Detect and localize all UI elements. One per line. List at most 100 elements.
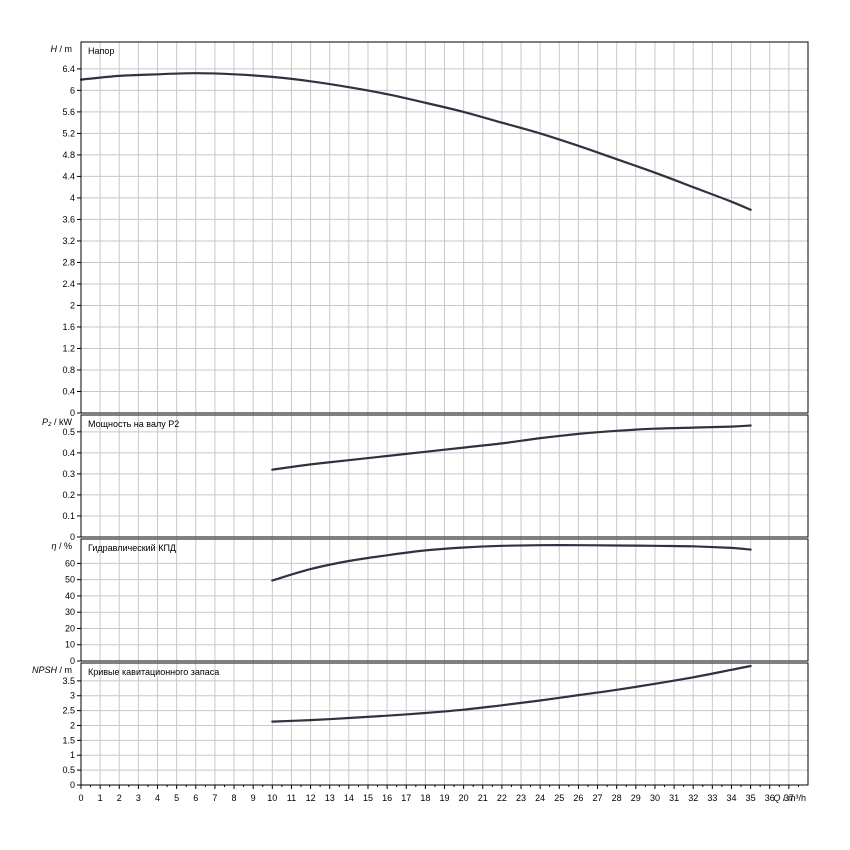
y-tick-label: 3.6 <box>62 214 75 224</box>
y-tick-label: 1.5 <box>62 735 75 745</box>
y-tick-label: 60 <box>65 558 75 568</box>
head-data-point <box>577 144 580 147</box>
y-tick-label: 6 <box>70 85 75 95</box>
panel-frame <box>80 538 809 662</box>
y-tick-label: 5.2 <box>62 128 75 138</box>
x-tick-label: 3 <box>136 793 141 803</box>
x-axis-separator: / <box>780 793 788 803</box>
efficiency-data-point <box>577 544 580 546</box>
y-tick-label: 2.5 <box>62 706 75 716</box>
head-data-point <box>156 73 159 76</box>
head-data-point <box>615 158 618 161</box>
y-tick-label: 4.4 <box>62 171 75 181</box>
y-axis-unit: kW <box>59 417 73 427</box>
x-tick-label: 17 <box>401 793 411 803</box>
power-data-point <box>730 425 733 428</box>
x-tick-label: 5 <box>174 793 179 803</box>
power-data-point <box>749 424 752 427</box>
power-data-point <box>539 437 541 439</box>
efficiency-data-point <box>692 545 695 548</box>
y-axis-label: H / m <box>50 44 72 54</box>
x-tick-label: 6 <box>193 793 198 803</box>
y-tick-label: 20 <box>65 623 75 633</box>
head-data-point <box>692 186 695 188</box>
y-axis-separator: / <box>56 541 64 551</box>
x-tick-label: 26 <box>573 793 583 803</box>
y-axis-label: NPSH / m <box>32 665 72 675</box>
npsh-data-point <box>692 676 695 679</box>
panel-frame <box>80 41 809 414</box>
efficiency-data-point <box>615 544 618 547</box>
y-tick-label: 0 <box>70 408 75 418</box>
panel-title: Гидравлический КПД <box>88 543 176 553</box>
efficiency-data-point <box>462 546 465 549</box>
y-axis-separator: / <box>57 44 65 54</box>
power-data-point <box>271 468 274 471</box>
npsh-data-point <box>539 699 541 702</box>
panel-title: Напор <box>88 46 114 56</box>
x-tick-label: 10 <box>267 793 277 803</box>
efficiency-curve <box>271 544 752 582</box>
y-tick-label: 40 <box>65 591 75 601</box>
x-tick-label: 37 <box>784 793 794 803</box>
y-tick-label: 10 <box>65 640 75 650</box>
efficiency-data-point <box>386 554 388 557</box>
y-axis-unit: m <box>65 44 73 54</box>
power-data-point <box>654 427 656 430</box>
text-layer: 0 0.4 0.8 1.2 1.6 2 2.4 2.8 3.2 3.6 4 4.4 4.8 5.2 5.6 6… <box>32 44 806 803</box>
x-tick-label: 1 <box>98 793 103 803</box>
efficiency-data-point <box>539 544 541 546</box>
x-tick-label: 36 <box>765 793 775 803</box>
x-tick-label: 15 <box>363 793 373 803</box>
x-tick-label: 0 <box>78 793 83 803</box>
y-tick-label: 1.6 <box>62 322 75 332</box>
efficiency-data-point <box>348 560 350 562</box>
power-data-point <box>501 442 503 445</box>
npsh-data-point <box>577 694 580 696</box>
y-tick-label: 3.2 <box>62 236 75 246</box>
x-tick-label: 24 <box>535 793 545 803</box>
head-data-point <box>730 200 733 203</box>
power-data-point <box>348 459 350 462</box>
power-data-point <box>692 426 695 429</box>
curve-layer <box>79 72 752 723</box>
y-axis-unit: % <box>64 541 72 551</box>
panel-title: Кривые кавитационного запаса <box>88 667 219 677</box>
npsh-data-point <box>501 704 503 707</box>
efficiency-data-point <box>309 568 312 570</box>
efficiency-data-point <box>424 549 427 552</box>
head-data-point <box>501 121 503 124</box>
y-tick-label: 0.4 <box>62 386 75 396</box>
panel-frame <box>80 414 809 538</box>
power-curve <box>271 424 752 471</box>
head-data-point <box>539 132 541 135</box>
x-tick-label: 31 <box>669 793 679 803</box>
head-data-point <box>749 208 752 211</box>
x-tick-label: 19 <box>439 793 449 803</box>
power-data-point <box>386 455 388 457</box>
npsh-data-point <box>386 714 388 717</box>
y-axis-name: η <box>51 541 56 551</box>
frame-layer <box>77 41 809 789</box>
efficiency-data-point <box>654 545 656 547</box>
y-axis-unit: m <box>65 665 73 675</box>
x-tick-label: 12 <box>306 793 316 803</box>
x-tick-label: 28 <box>612 793 622 803</box>
y-axis-name: H <box>50 44 57 54</box>
npsh-curve <box>271 664 752 723</box>
x-tick-label: 11 <box>287 793 296 803</box>
npsh-data-point <box>730 669 733 671</box>
npsh-data-point <box>271 720 274 723</box>
x-tick-label: 16 <box>382 793 392 803</box>
x-tick-label: 29 <box>631 793 641 803</box>
head-data-point <box>348 86 350 88</box>
x-axis-name: Q <box>773 793 780 803</box>
head-data-point <box>309 80 312 83</box>
y-tick-label: 3.5 <box>62 676 75 686</box>
y-tick-label: 2.8 <box>62 257 75 267</box>
npsh-data-point <box>749 665 752 667</box>
x-tick-label: 9 <box>251 793 256 803</box>
x-tick-label: 14 <box>344 793 354 803</box>
npsh-data-point <box>348 717 350 719</box>
y-tick-label: 6.4 <box>62 64 75 74</box>
